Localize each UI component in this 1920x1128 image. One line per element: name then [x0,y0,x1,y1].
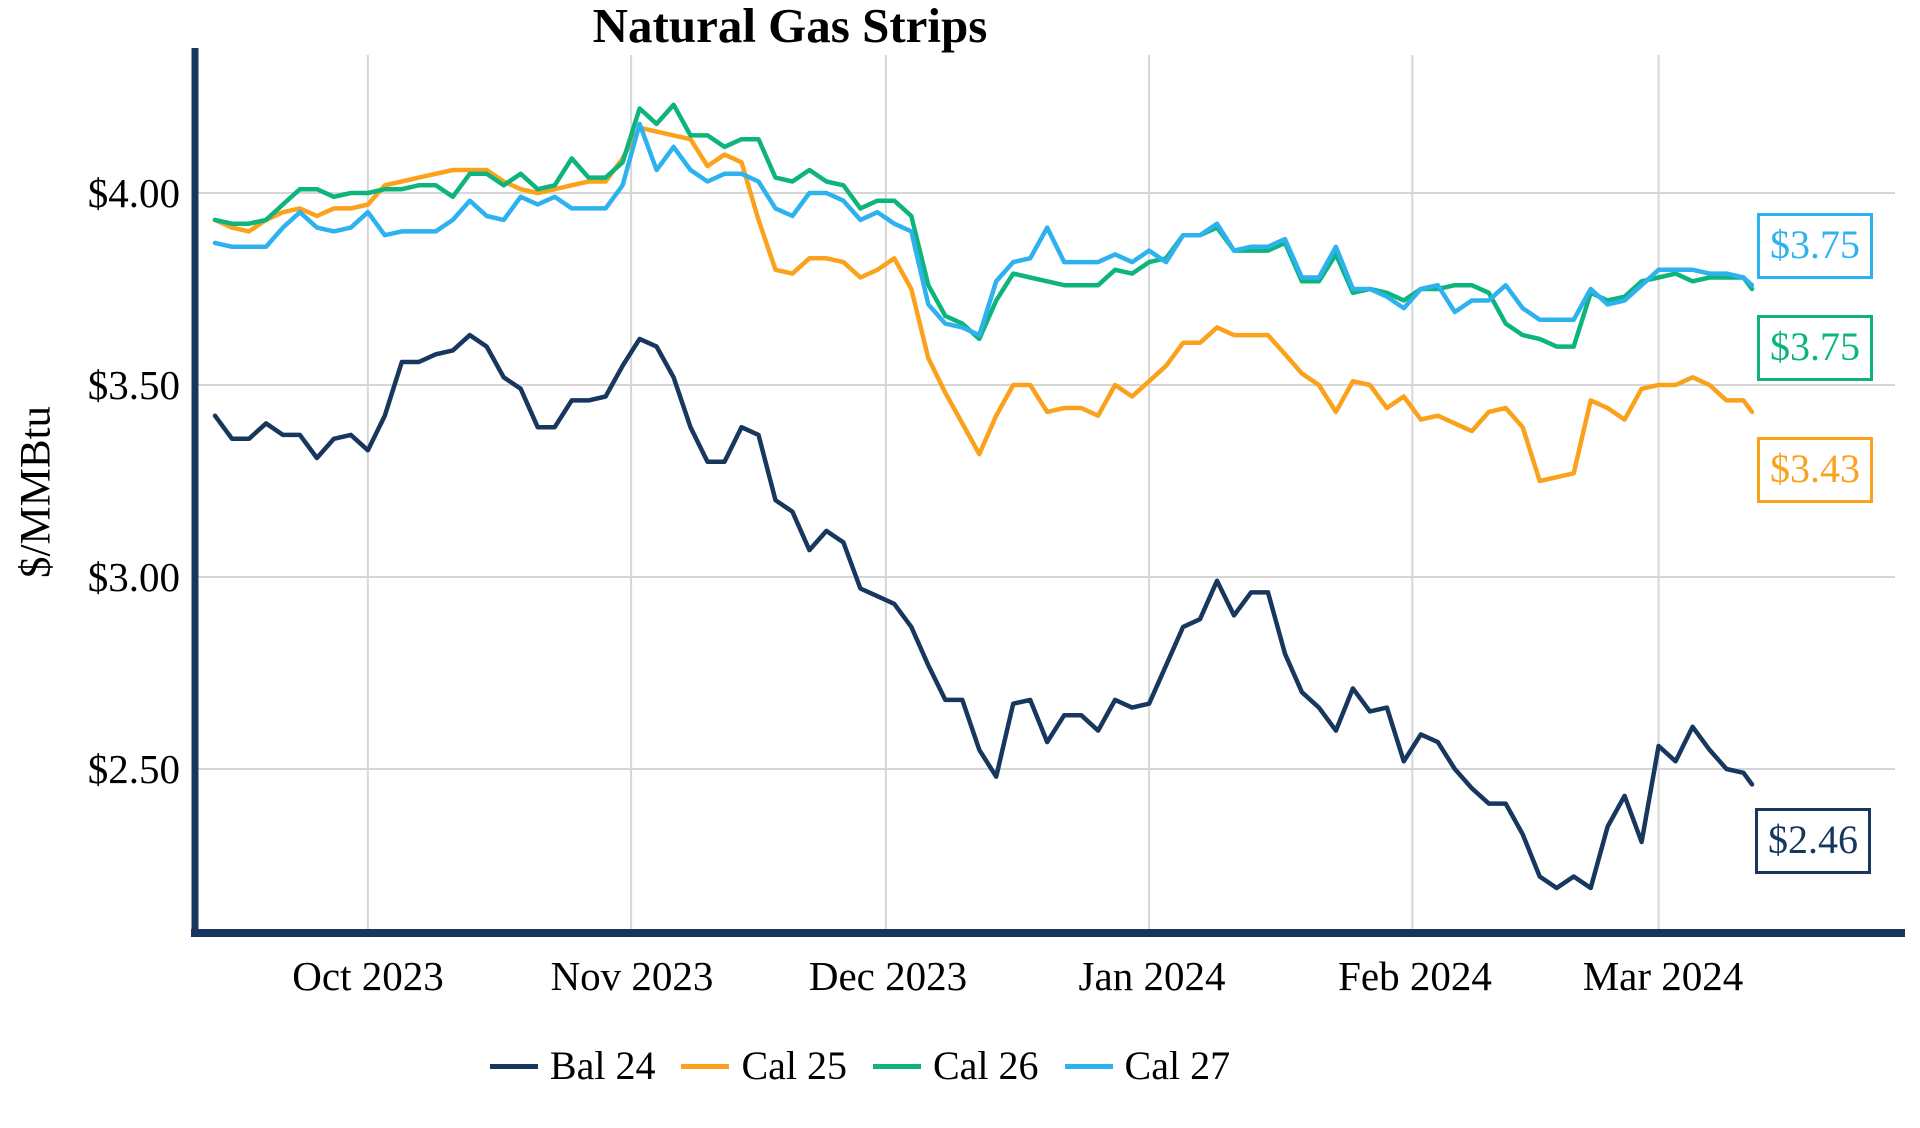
series-line-cal-25 [212,125,1755,484]
legend-swatch-cal-25 [681,1063,730,1069]
series-line-cal-27 [212,121,1755,338]
end-value-label-cal-27: $3.75 [1757,213,1873,279]
legend-label: Cal 26 [933,1043,1039,1088]
x-tick-label: Oct 2023 [292,953,444,999]
legend: Bal 24 Cal 25 Cal 26 Cal 27 [195,1036,1525,1096]
end-value-label-cal-25: $3.43 [1757,437,1873,503]
legend-item-cal-26: Cal 26 [873,1038,1039,1094]
x-tick-label: Dec 2023 [808,953,968,999]
legend-item-cal-25: Cal 25 [681,1038,847,1094]
series-line-cal-26 [212,102,1755,349]
end-value-label-bal-24: $2.46 [1755,808,1871,874]
x-tick-label: Jan 2024 [1078,953,1226,999]
x-tick-label: Feb 2024 [1338,953,1492,999]
y-tick-label: $2.50 [87,746,180,792]
legend-swatch-bal-24 [489,1063,538,1069]
y-tick-label: $3.50 [87,362,180,408]
legend-label: Bal 24 [549,1043,656,1088]
end-value-label-cal-26: $3.75 [1757,315,1873,381]
chart-title: Natural Gas Strips [592,0,988,53]
y-tick-label: $4.00 [87,170,180,216]
x-tick-label: Nov 2023 [550,953,714,999]
legend-swatch-cal-27 [1064,1063,1113,1069]
y-tick-label: $3.00 [87,554,180,600]
legend-item-bal-24: Bal 24 [489,1038,656,1094]
legend-label: Cal 25 [741,1043,847,1088]
x-tick-label: Mar 2024 [1582,953,1744,999]
legend-swatch-cal-26 [873,1063,921,1069]
legend-item-cal-27: Cal 27 [1064,1038,1231,1094]
series-line-bal-24 [212,332,1755,891]
legend-label: Cal 27 [1124,1043,1231,1088]
